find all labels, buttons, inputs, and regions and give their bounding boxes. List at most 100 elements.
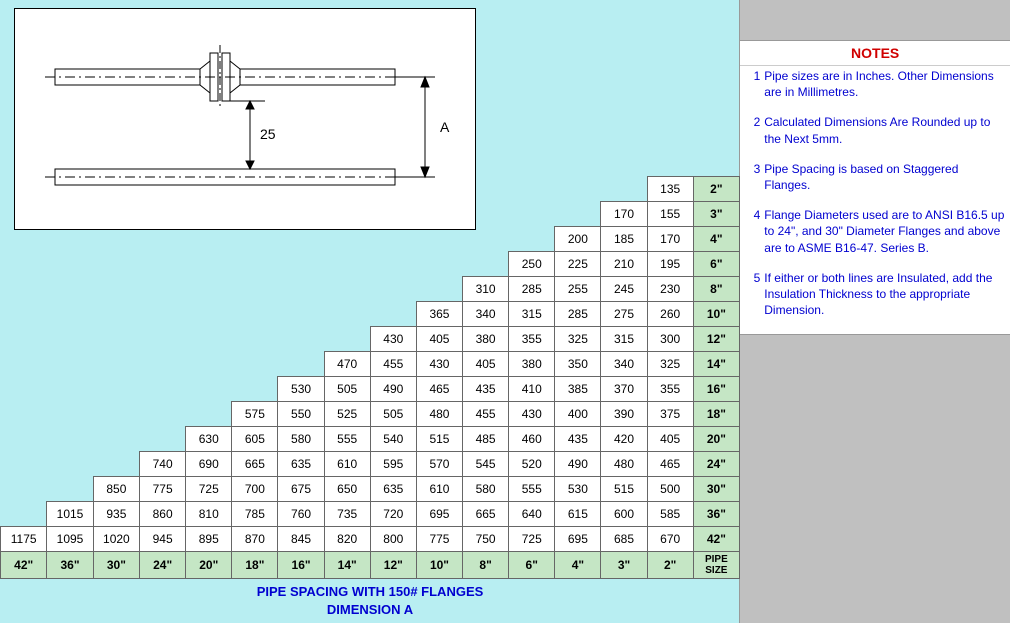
spacing-value-cell: 465: [416, 376, 462, 401]
note-number: 2: [744, 114, 764, 146]
empty-cell: [93, 301, 139, 326]
note-row: 4Flange Diameters used are to ANSI B16.5…: [744, 207, 1006, 256]
spacing-value-cell: 860: [140, 501, 186, 526]
empty-cell: [47, 351, 93, 376]
spacing-value-cell: 430: [416, 351, 462, 376]
spacing-value-cell: 200: [555, 226, 601, 251]
empty-cell: [232, 226, 278, 251]
spacing-value-cell: 455: [370, 351, 416, 376]
empty-cell: [186, 176, 232, 201]
empty-cell: [232, 201, 278, 226]
empty-cell: [324, 201, 370, 226]
empty-cell: [140, 426, 186, 451]
spacing-value-cell: 505: [324, 376, 370, 401]
spacing-value-cell: 1020: [93, 526, 139, 551]
spacing-value-cell: 155: [647, 201, 693, 226]
empty-cell: [140, 201, 186, 226]
empty-cell: [93, 276, 139, 301]
spacing-value-cell: 255: [555, 276, 601, 301]
empty-cell: [140, 301, 186, 326]
empty-cell: [1, 401, 47, 426]
empty-cell: [555, 201, 601, 226]
spacing-value-cell: 610: [324, 451, 370, 476]
spacing-table: 1352"1701553"2001851704"2502252101956"31…: [0, 176, 740, 579]
spacing-value-cell: 490: [370, 376, 416, 401]
note-text: Calculated Dimensions Are Rounded up to …: [764, 114, 1006, 146]
empty-cell: [232, 301, 278, 326]
empty-cell: [93, 176, 139, 201]
empty-cell: [278, 226, 324, 251]
empty-cell: [278, 326, 324, 351]
empty-cell: [93, 326, 139, 351]
spacing-value-cell: 455: [463, 401, 509, 426]
spacing-table-wrap: 1352"1701553"2001851704"2502252101956"31…: [0, 176, 740, 619]
note-row: 1Pipe sizes are in Inches. Other Dimensi…: [744, 68, 1006, 100]
spacing-value-cell: 550: [278, 401, 324, 426]
empty-cell: [1, 426, 47, 451]
row-size-label: 12": [693, 326, 739, 351]
empty-cell: [186, 201, 232, 226]
spacing-value-cell: 585: [647, 501, 693, 526]
spacing-value-cell: 870: [232, 526, 278, 551]
spacing-value-cell: 480: [416, 401, 462, 426]
empty-cell: [463, 201, 509, 226]
empty-cell: [509, 201, 555, 226]
empty-cell: [186, 376, 232, 401]
note-number: 4: [744, 207, 764, 256]
spacing-value-cell: 530: [278, 376, 324, 401]
spacing-value-cell: 390: [601, 401, 647, 426]
spacing-value-cell: 430: [370, 326, 416, 351]
row-size-label: 6": [693, 251, 739, 276]
spacing-value-cell: 1015: [47, 501, 93, 526]
note-number: 5: [744, 270, 764, 319]
empty-cell: [186, 326, 232, 351]
spacing-value-cell: 485: [463, 426, 509, 451]
empty-cell: [47, 201, 93, 226]
spacing-value-cell: 435: [555, 426, 601, 451]
spacing-value-cell: 740: [140, 451, 186, 476]
spacing-value-cell: 325: [647, 351, 693, 376]
left-panel: 25 A 1352"1701553"2001851704"25022521019…: [0, 0, 740, 623]
spacing-value-cell: 725: [509, 526, 555, 551]
row-size-label: 42": [693, 526, 739, 551]
empty-cell: [278, 351, 324, 376]
empty-cell: [463, 176, 509, 201]
empty-cell: [370, 201, 416, 226]
empty-cell: [47, 176, 93, 201]
empty-cell: [370, 176, 416, 201]
spacing-value-cell: 380: [509, 351, 555, 376]
spacing-value-cell: 350: [555, 351, 601, 376]
spacing-value-cell: 595: [370, 451, 416, 476]
gray-bottom-bar: [740, 334, 1010, 623]
spacing-value-cell: 570: [416, 451, 462, 476]
spacing-value-cell: 845: [278, 526, 324, 551]
spacing-value-cell: 245: [601, 276, 647, 301]
spacing-value-cell: 635: [278, 451, 324, 476]
spacing-value-cell: 750: [463, 526, 509, 551]
row-size-label: 16": [693, 376, 739, 401]
spacing-value-cell: 355: [509, 326, 555, 351]
empty-cell: [232, 251, 278, 276]
empty-cell: [278, 201, 324, 226]
empty-cell: [463, 251, 509, 276]
empty-cell: [47, 476, 93, 501]
dim-a-label: A: [440, 119, 450, 135]
spacing-value-cell: 185: [601, 226, 647, 251]
spacing-value-cell: 505: [370, 401, 416, 426]
column-size-label: 2": [647, 551, 693, 578]
spacing-value-cell: 420: [601, 426, 647, 451]
spacing-value-cell: 225: [555, 251, 601, 276]
empty-cell: [47, 251, 93, 276]
spacing-value-cell: 315: [509, 301, 555, 326]
note-text: If either or both lines are Insulated, a…: [764, 270, 1006, 319]
empty-cell: [416, 251, 462, 276]
spacing-value-cell: 575: [232, 401, 278, 426]
empty-cell: [232, 376, 278, 401]
empty-cell: [1, 276, 47, 301]
empty-cell: [47, 376, 93, 401]
column-size-label: 6": [509, 551, 555, 578]
spacing-value-cell: 230: [647, 276, 693, 301]
spacing-value-cell: 690: [186, 451, 232, 476]
column-size-label: 16": [278, 551, 324, 578]
empty-cell: [278, 251, 324, 276]
